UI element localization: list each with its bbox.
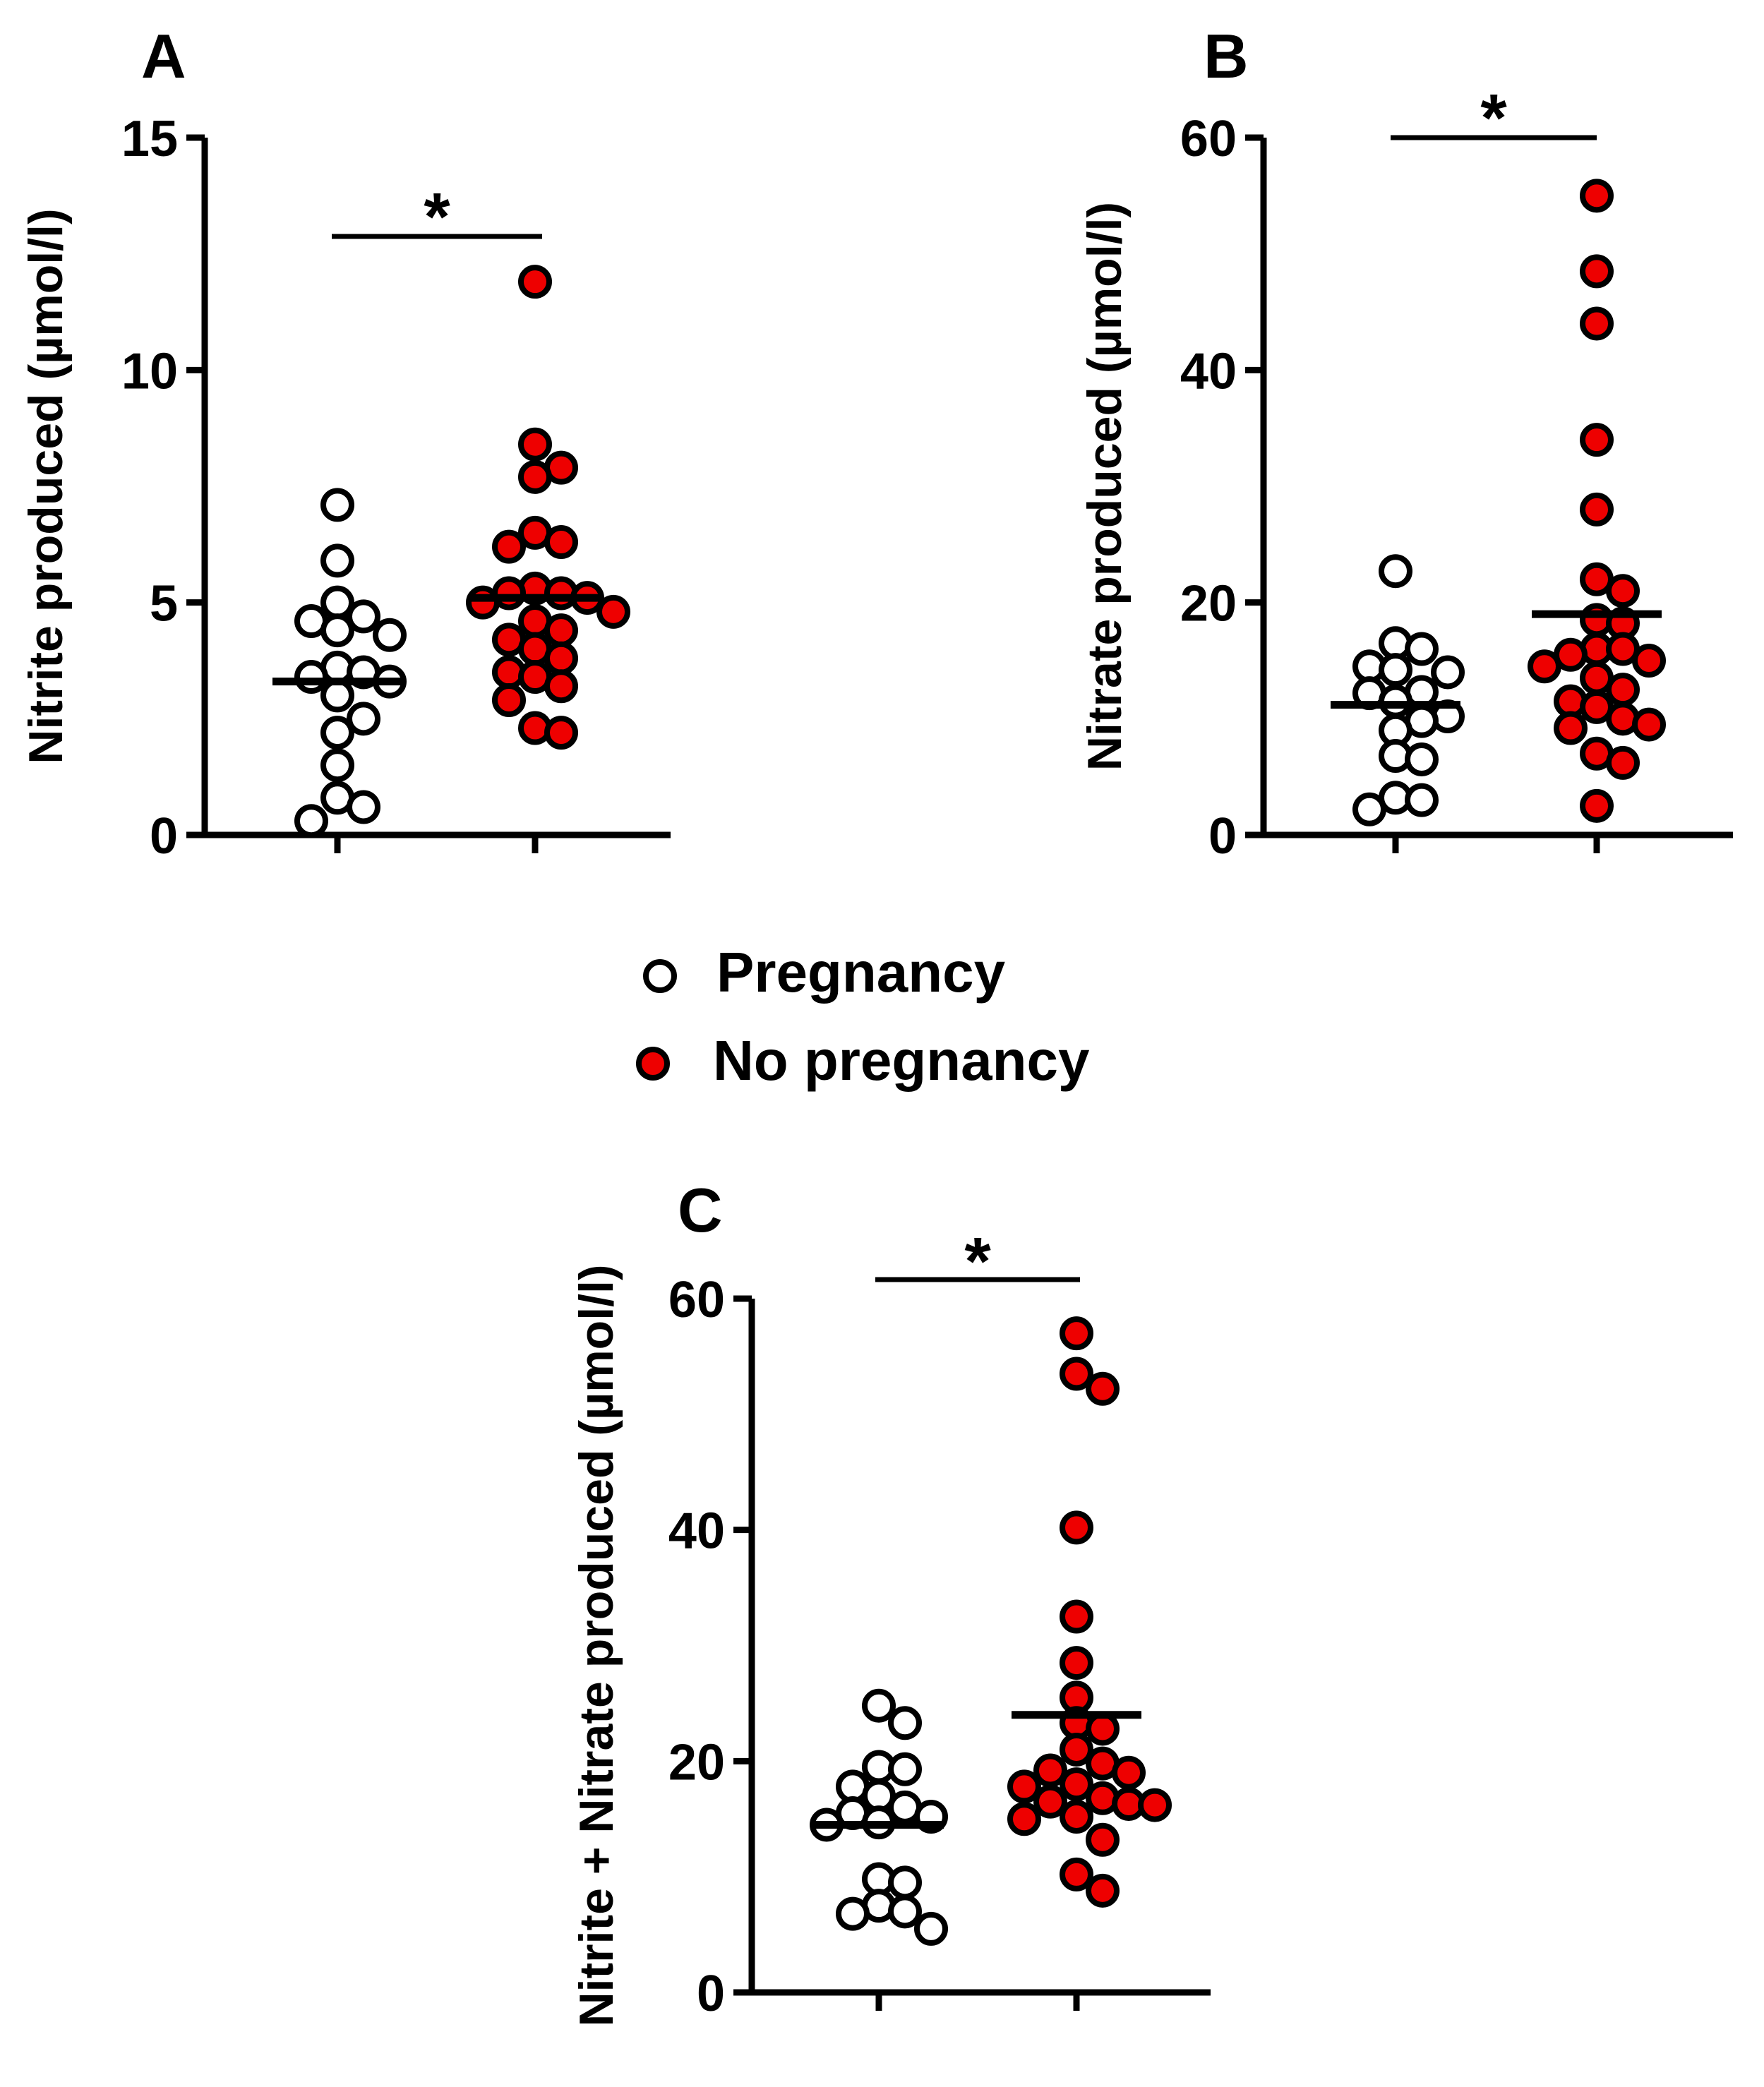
panel-label: B <box>1204 21 1249 91</box>
data-point-pregnancy <box>323 546 352 575</box>
figure-canvas: A 0 5 10 15 Nitrite produced (µmol/l) * B 0 20 40 6… <box>0 0 1764 2087</box>
data-point-pregnancy <box>323 491 352 519</box>
data-point-no-pregnancy <box>1062 1603 1091 1631</box>
data-point-no-pregnancy <box>1583 257 1611 285</box>
data-point-pregnancy <box>323 718 352 747</box>
data-point-no-pregnancy <box>1583 309 1611 337</box>
data-point-no-pregnancy <box>1088 1714 1117 1743</box>
data-point-no-pregnancy <box>1609 749 1637 777</box>
axis-lines <box>752 1299 1211 1992</box>
data-point-no-pregnancy <box>1583 495 1611 524</box>
data-point-pregnancy <box>1408 635 1436 663</box>
data-point-pregnancy <box>1355 795 1384 824</box>
data-point-no-pregnancy <box>1609 577 1637 605</box>
data-point-no-pregnancy <box>469 589 497 617</box>
data-point-pregnancy <box>917 1915 945 1943</box>
data-point-pregnancy <box>297 807 325 835</box>
data-point-no-pregnancy <box>1115 1759 1143 1787</box>
y-axis-label: Nitrate produced (µmol/l) <box>1078 202 1132 771</box>
legend-marker-pregnancy <box>646 962 674 990</box>
data-point-no-pregnancy <box>521 431 549 459</box>
data-point-pregnancy <box>891 1868 919 1896</box>
chart-panel-a: A 0 5 10 15 Nitrite produced (µmol/l) * <box>19 21 671 865</box>
data-point-no-pregnancy <box>1609 675 1637 704</box>
data-point-no-pregnancy <box>1062 1359 1091 1388</box>
data-point-no-pregnancy <box>1088 1826 1117 1854</box>
data-point-pregnancy <box>1381 656 1410 684</box>
data-point-no-pregnancy <box>1062 1319 1091 1347</box>
significance-star: * <box>964 1224 991 1299</box>
data-point-pregnancy <box>1381 557 1410 585</box>
data-point-no-pregnancy <box>521 267 549 296</box>
data-point-pregnancy <box>323 751 352 779</box>
data-point-no-pregnancy <box>495 533 523 561</box>
data-point-no-pregnancy <box>1062 1513 1091 1541</box>
data-point-pregnancy <box>1408 745 1436 774</box>
data-point-no-pregnancy <box>1635 711 1663 739</box>
data-point-no-pregnancy <box>1583 181 1611 210</box>
data-point-no-pregnancy <box>1556 714 1585 742</box>
data-point-no-pregnancy <box>1062 1860 1091 1889</box>
y-tick-label: 0 <box>697 1966 725 2022</box>
y-tick-label: 5 <box>150 576 178 632</box>
legend-marker-no-pregnancy <box>639 1049 667 1078</box>
data-point-no-pregnancy <box>547 528 575 556</box>
data-point-no-pregnancy <box>547 672 575 700</box>
data-point-pregnancy <box>323 681 352 709</box>
y-tick-label: 60 <box>1180 111 1237 167</box>
data-point-pregnancy <box>1434 658 1462 686</box>
data-point-no-pregnancy <box>1141 1791 1169 1820</box>
data-point-no-pregnancy <box>547 616 575 644</box>
data-point-no-pregnancy <box>1583 426 1611 454</box>
panels-group: A 0 5 10 15 Nitrite produced (µmol/l) * B 0 20 40 6… <box>19 21 1733 2027</box>
significance-star: * <box>424 179 450 255</box>
legend-label-no-pregnancy: No pregnancy <box>713 1029 1090 1092</box>
data-point-no-pregnancy <box>1062 1649 1091 1677</box>
y-axis-label: Nitrite + Nitrate produced (µmol/l) <box>570 1264 623 2026</box>
data-point-no-pregnancy <box>1088 1877 1117 1905</box>
legend: Pregnancy No pregnancy <box>639 941 1090 1092</box>
data-point-no-pregnancy <box>1036 1788 1064 1816</box>
data-point-no-pregnancy <box>1010 1805 1038 1833</box>
significance-star: * <box>1480 80 1507 156</box>
data-point-pregnancy <box>376 621 404 649</box>
y-tick-label: 0 <box>150 808 178 865</box>
data-point-no-pregnancy <box>1583 792 1611 820</box>
data-point-pregnancy <box>891 1755 919 1784</box>
data-point-no-pregnancy <box>547 718 575 747</box>
data-point-no-pregnancy <box>1010 1772 1038 1800</box>
y-axis-label: Nitrite produced (µmol/l) <box>19 208 73 764</box>
data-point-pregnancy <box>891 1897 919 1925</box>
data-point-pregnancy <box>865 1692 893 1720</box>
legend-label-pregnancy: Pregnancy <box>716 941 1006 1004</box>
data-point-no-pregnancy <box>1635 646 1663 675</box>
data-point-no-pregnancy <box>521 463 549 491</box>
data-point-no-pregnancy <box>495 686 523 714</box>
y-tick-label: 10 <box>121 343 178 399</box>
chart-panel-c: C 0 20 40 60 Nitrite + Nitrate produced (µmol… <box>570 1175 1211 2027</box>
data-point-pregnancy <box>839 1900 867 1928</box>
panel-label: A <box>141 21 186 91</box>
data-point-pregnancy <box>891 1709 919 1737</box>
data-point-pregnancy <box>349 793 378 821</box>
data-point-pregnancy <box>323 616 352 644</box>
y-tick-label: 20 <box>668 1734 725 1791</box>
data-point-pregnancy <box>1408 786 1436 814</box>
y-tick-label: 15 <box>121 111 178 167</box>
data-point-no-pregnancy <box>1088 1375 1117 1403</box>
data-point-pregnancy <box>297 663 325 691</box>
data-point-no-pregnancy <box>1062 1803 1091 1831</box>
data-point-no-pregnancy <box>547 644 575 673</box>
y-tick-label: 0 <box>1208 808 1237 865</box>
data-point-no-pregnancy <box>599 598 628 626</box>
panel-label: C <box>678 1175 723 1245</box>
chart-panel-b: B 0 20 40 60 Nitrate produced (µmol/l) * <box>1078 21 1733 865</box>
y-tick-label: 60 <box>668 1272 725 1328</box>
data-point-no-pregnancy <box>1530 652 1559 680</box>
y-tick-label: 20 <box>1180 576 1237 632</box>
y-tick-label: 40 <box>1180 343 1237 399</box>
y-tick-label: 40 <box>668 1503 725 1560</box>
